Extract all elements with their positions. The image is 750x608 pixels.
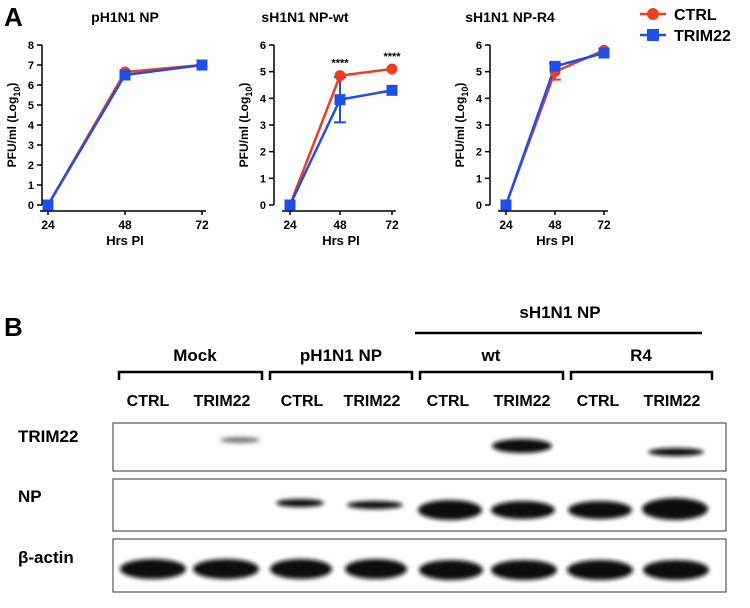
- y-label-part: ): [237, 83, 251, 87]
- legend-label: CTRL: [674, 7, 717, 24]
- x-tick-label: 48: [333, 218, 347, 232]
- y-label-part: 10: [244, 87, 254, 97]
- lane-label: TRIM22: [194, 393, 251, 410]
- y-label-part: ): [5, 83, 19, 87]
- y-label-part: ): [453, 83, 467, 87]
- row-label: β-actin: [18, 548, 74, 567]
- x-tick-label: 72: [195, 218, 209, 232]
- y-tick-label: 0: [476, 200, 482, 212]
- y-tick-label: 8: [28, 40, 34, 52]
- y-tick-label: 1: [260, 173, 266, 185]
- point: [598, 47, 610, 59]
- lane-label: TRIM22: [644, 393, 701, 410]
- y-tick-label: 6: [260, 40, 266, 52]
- blot-super-header: sH1N1 NP: [519, 303, 600, 322]
- x-tick-label: 24: [499, 218, 513, 232]
- group-label: wt: [481, 346, 501, 365]
- y-tick-label: 3: [260, 120, 266, 132]
- point: [386, 63, 398, 75]
- point: [386, 84, 398, 96]
- lane-label: TRIM22: [344, 393, 401, 410]
- y-tick-label: 7: [28, 60, 34, 72]
- y-tick-label: 5: [260, 67, 266, 79]
- y-label-part: PFU/ml (Log: [453, 97, 467, 168]
- y-tick-label: 2: [28, 160, 34, 172]
- x-tick-label: 24: [283, 218, 297, 232]
- x-axis-label: Hrs PI: [322, 233, 360, 248]
- y-axis-label: PFU/ml (Log10): [237, 83, 254, 168]
- y-tick-label: 3: [28, 140, 34, 152]
- blot-frames: [112, 422, 727, 593]
- y-tick-label: 5: [28, 100, 34, 112]
- y-label-part: PFU/ml (Log: [237, 97, 251, 168]
- lane-label: TRIM22: [494, 393, 551, 410]
- lane-label: CTRL: [427, 393, 470, 410]
- annotation: ****: [383, 51, 401, 63]
- group-label: Mock: [173, 346, 217, 365]
- group-label: R4: [630, 346, 652, 365]
- y-tick-label: 2: [260, 147, 266, 159]
- legend-label: TRIM22: [674, 28, 731, 45]
- bands: [120, 437, 709, 580]
- chart-title: pH1N1 NP: [91, 9, 159, 25]
- y-tick-label: 1: [476, 173, 482, 185]
- row-label: TRIM22: [18, 427, 78, 446]
- point: [334, 94, 346, 106]
- x-axis-label: Hrs PI: [536, 233, 574, 248]
- lane-label: CTRL: [577, 393, 620, 410]
- chart-title: sH1N1 NP-wt: [261, 9, 348, 25]
- y-tick-label: 4: [476, 93, 483, 105]
- row-label: NP: [18, 487, 42, 506]
- y-label-part: 10: [12, 87, 22, 97]
- y-tick-label: 2: [476, 147, 482, 159]
- y-axis-label: PFU/ml (Log10): [5, 83, 22, 168]
- y-tick-label: 1: [28, 180, 34, 192]
- series-line: [46, 63, 203, 206]
- point: [196, 59, 208, 71]
- panel-label: A: [4, 2, 23, 32]
- x-axis-label: Hrs PI: [106, 233, 144, 248]
- y-tick-label: 6: [28, 80, 34, 92]
- x-tick-label: 48: [118, 218, 132, 232]
- panel-label: B: [4, 312, 23, 342]
- legend-marker: [647, 8, 659, 20]
- series-line: [46, 63, 203, 206]
- y-tick-label: 4: [28, 120, 35, 132]
- y-label-part: PFU/ml (Log: [5, 97, 19, 168]
- y-tick-label: 6: [476, 40, 482, 52]
- point: [334, 70, 346, 82]
- y-tick-label: 3: [476, 120, 482, 132]
- legend-marker: [647, 29, 659, 41]
- y-tick-label: 4: [260, 93, 267, 105]
- x-tick-label: 72: [597, 218, 611, 232]
- point: [549, 60, 561, 72]
- x-tick-label: 24: [41, 218, 55, 232]
- chart-title: sH1N1 NP-R4: [465, 9, 555, 25]
- point: [42, 199, 54, 211]
- group-label: pH1N1 NP: [300, 346, 382, 365]
- point: [284, 199, 296, 211]
- point: [500, 199, 512, 211]
- annotation: ****: [331, 58, 349, 70]
- y-label-part: 10: [460, 87, 470, 97]
- point: [119, 69, 131, 81]
- brackets: [117, 370, 714, 380]
- y-axis-label: PFU/ml (Log10): [453, 83, 470, 168]
- y-tick-label: 5: [476, 67, 482, 79]
- lane-label: CTRL: [281, 393, 324, 410]
- x-tick-label: 48: [548, 218, 562, 232]
- y-tick-label: 0: [260, 200, 266, 212]
- lane-label: CTRL: [127, 393, 170, 410]
- x-tick-label: 72: [385, 218, 399, 232]
- y-tick-label: 0: [28, 200, 34, 212]
